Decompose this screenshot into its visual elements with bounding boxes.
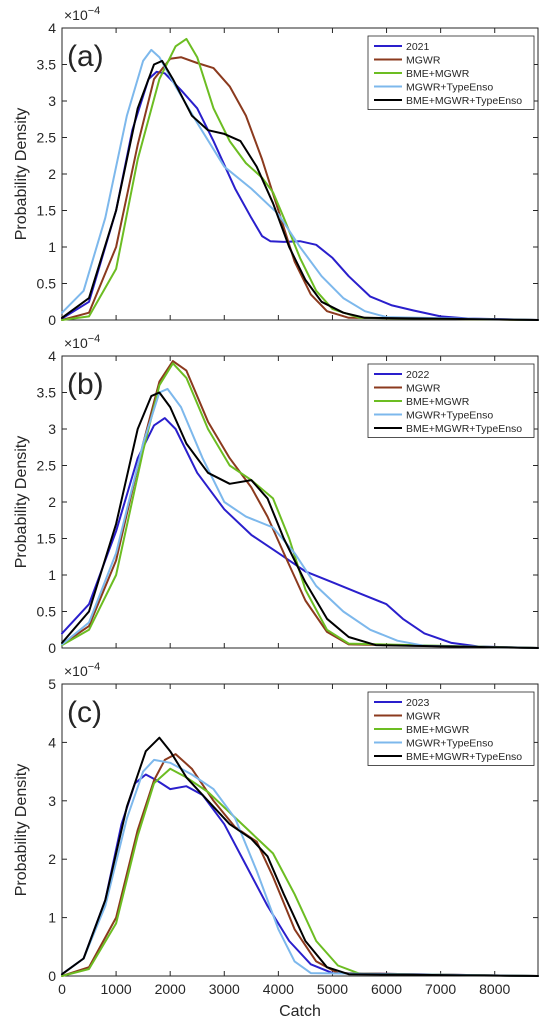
series-line-3 xyxy=(61,758,539,977)
legend-entry-label: MGWR xyxy=(406,55,441,67)
legend-entry-label: BME+MGWR xyxy=(406,396,470,408)
legend-entry-label: 2021 xyxy=(406,41,430,53)
x-tick-label: 7000 xyxy=(425,981,456,997)
legend-entry-label: MGWR+TypeEnso xyxy=(406,82,493,94)
panel-label: (a) xyxy=(67,40,104,73)
x-tick-label: 6000 xyxy=(371,981,402,997)
legend-entry-label: BME+MGWR+TypeEnso xyxy=(406,751,522,763)
y-tick-label: 1 xyxy=(48,910,56,926)
y-tick-label: 5 xyxy=(48,676,56,692)
x-tick-label: 0 xyxy=(58,981,66,997)
legend-entry-label: 2022 xyxy=(406,369,430,381)
y-tick-label: 2.5 xyxy=(37,458,57,474)
y-axis-label: Probability Density xyxy=(13,764,30,897)
panel-label: (c) xyxy=(67,696,102,729)
chart-panel-2: 0 1 2 3 4 5 0 1000 2000 3000 4000 5000 6000 7000 8000 ×… xyxy=(13,661,539,1020)
y-exponent-label: ×10−4 xyxy=(64,333,100,351)
series-line-1 xyxy=(61,56,539,321)
series-line-1 xyxy=(61,753,539,977)
series-line-2 xyxy=(61,37,539,321)
y-tick-label: 0 xyxy=(48,640,56,656)
series-line-3 xyxy=(61,387,539,649)
panel-label: (b) xyxy=(67,368,104,401)
series-line-4 xyxy=(61,59,539,321)
x-tick-label: 2000 xyxy=(155,981,186,997)
legend-entry-label: MGWR xyxy=(406,711,441,723)
y-tick-label: 3.5 xyxy=(37,385,57,401)
legend-entry-label: MGWR+TypeEnso xyxy=(406,738,493,750)
legend-entry-label: BME+MGWR xyxy=(406,68,470,80)
legend-entry-label: 2023 xyxy=(406,697,430,709)
legend-entry-label: BME+MGWR+TypeEnso xyxy=(406,423,522,435)
chart-panel-0: 0 0.5 1 1.5 2 2.5 3 3.5 4 ×10−4 Probability Densit… xyxy=(13,5,539,328)
series-line-0 xyxy=(61,773,539,977)
y-tick-label: 2 xyxy=(48,166,56,182)
y-tick-label: 3.5 xyxy=(37,57,57,73)
x-tick-label: 5000 xyxy=(317,981,348,997)
y-axis-label: Probability Density xyxy=(13,108,30,241)
y-exponent-label: ×10−4 xyxy=(64,661,100,679)
y-tick-label: 3 xyxy=(48,93,56,109)
x-axis-label: Catch xyxy=(279,1003,321,1020)
y-exponent-label: ×10−4 xyxy=(64,5,100,23)
x-tick-label: 8000 xyxy=(479,981,510,997)
series-line-2 xyxy=(61,767,539,977)
y-tick-label: 0.5 xyxy=(37,276,57,292)
x-tick-label: 3000 xyxy=(209,981,240,997)
series-line-2 xyxy=(61,362,539,649)
y-tick-label: 1.5 xyxy=(37,203,57,219)
chart-panel-1: 0 0.5 1 1.5 2 2.5 3 3.5 4 ×10−4 Probability Densit… xyxy=(13,333,539,656)
y-tick-label: 2.5 xyxy=(37,130,57,146)
y-tick-label: 0 xyxy=(48,968,56,984)
series-line-0 xyxy=(61,417,539,649)
series-line-4 xyxy=(61,736,539,977)
x-tick-label: 1000 xyxy=(101,981,132,997)
y-tick-label: 2 xyxy=(48,494,56,510)
y-tick-label: 4 xyxy=(48,734,56,750)
y-tick-label: 2 xyxy=(48,851,56,867)
legend-entry-label: BME+MGWR+TypeEnso xyxy=(406,95,522,107)
y-axis-label: Probability Density xyxy=(13,436,30,569)
legend-entry-label: MGWR+TypeEnso xyxy=(406,410,493,422)
y-tick-label: 3 xyxy=(48,421,56,437)
y-tick-label: 4 xyxy=(48,348,56,364)
legend-entry-label: BME+MGWR xyxy=(406,724,470,736)
y-tick-label: 1.5 xyxy=(37,531,57,547)
axes-frame xyxy=(61,683,539,977)
y-tick-label: 4 xyxy=(48,20,56,36)
x-tick-label: 4000 xyxy=(263,981,294,997)
y-tick-label: 0.5 xyxy=(37,604,57,620)
y-tick-label: 1 xyxy=(48,239,56,255)
y-tick-label: 0 xyxy=(48,312,56,328)
y-tick-label: 1 xyxy=(48,567,56,583)
series-line-4 xyxy=(61,391,539,649)
series-line-3 xyxy=(61,48,539,321)
legend-entry-label: MGWR xyxy=(406,383,441,395)
y-tick-label: 3 xyxy=(48,793,56,809)
